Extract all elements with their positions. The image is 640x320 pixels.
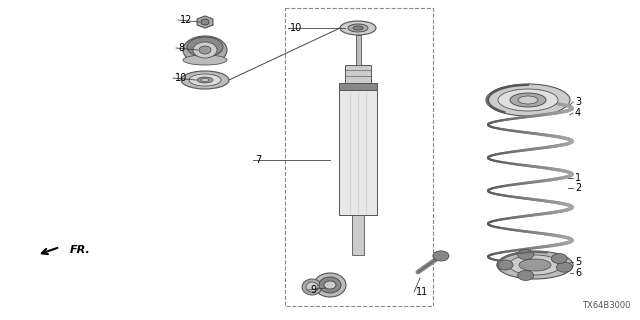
Bar <box>345 65 371 83</box>
Text: 10: 10 <box>290 23 302 33</box>
Ellipse shape <box>498 89 558 111</box>
Ellipse shape <box>518 250 534 260</box>
Ellipse shape <box>497 260 513 270</box>
Ellipse shape <box>181 71 229 89</box>
Text: 10: 10 <box>175 73 188 83</box>
Ellipse shape <box>199 46 211 54</box>
Ellipse shape <box>324 281 336 289</box>
Ellipse shape <box>518 270 534 280</box>
Bar <box>339 83 377 90</box>
Text: 9: 9 <box>310 285 316 295</box>
Text: 12: 12 <box>180 15 193 25</box>
Bar <box>355 35 360 65</box>
Ellipse shape <box>518 96 538 104</box>
Text: 7: 7 <box>255 155 261 165</box>
Ellipse shape <box>556 262 572 272</box>
Text: 11: 11 <box>416 287 428 297</box>
Ellipse shape <box>183 55 227 65</box>
Text: 1: 1 <box>575 173 581 183</box>
Ellipse shape <box>193 42 217 58</box>
Ellipse shape <box>302 279 322 295</box>
Text: TX64B3000: TX64B3000 <box>582 301 630 310</box>
Bar <box>285 8 433 306</box>
Ellipse shape <box>509 255 561 275</box>
Ellipse shape <box>183 36 227 64</box>
Ellipse shape <box>510 93 546 107</box>
Ellipse shape <box>348 24 368 32</box>
Bar <box>352 215 364 255</box>
Ellipse shape <box>314 273 346 297</box>
Text: 5: 5 <box>575 257 581 267</box>
Ellipse shape <box>340 21 376 35</box>
Ellipse shape <box>433 251 449 261</box>
Ellipse shape <box>551 253 567 264</box>
Ellipse shape <box>486 84 570 116</box>
Text: 6: 6 <box>575 268 581 278</box>
Ellipse shape <box>189 74 221 86</box>
Ellipse shape <box>201 19 209 25</box>
Text: 3: 3 <box>575 97 581 107</box>
Ellipse shape <box>519 259 551 271</box>
Text: 2: 2 <box>575 183 581 193</box>
Ellipse shape <box>197 77 213 83</box>
Text: 4: 4 <box>575 108 581 118</box>
Bar <box>339 90 377 215</box>
Ellipse shape <box>187 37 223 57</box>
Ellipse shape <box>319 277 341 293</box>
Ellipse shape <box>353 26 363 30</box>
Ellipse shape <box>201 78 209 82</box>
Ellipse shape <box>497 251 573 279</box>
Ellipse shape <box>306 282 318 292</box>
Polygon shape <box>197 16 212 28</box>
Text: FR.: FR. <box>70 245 91 255</box>
Text: 8: 8 <box>178 43 184 53</box>
